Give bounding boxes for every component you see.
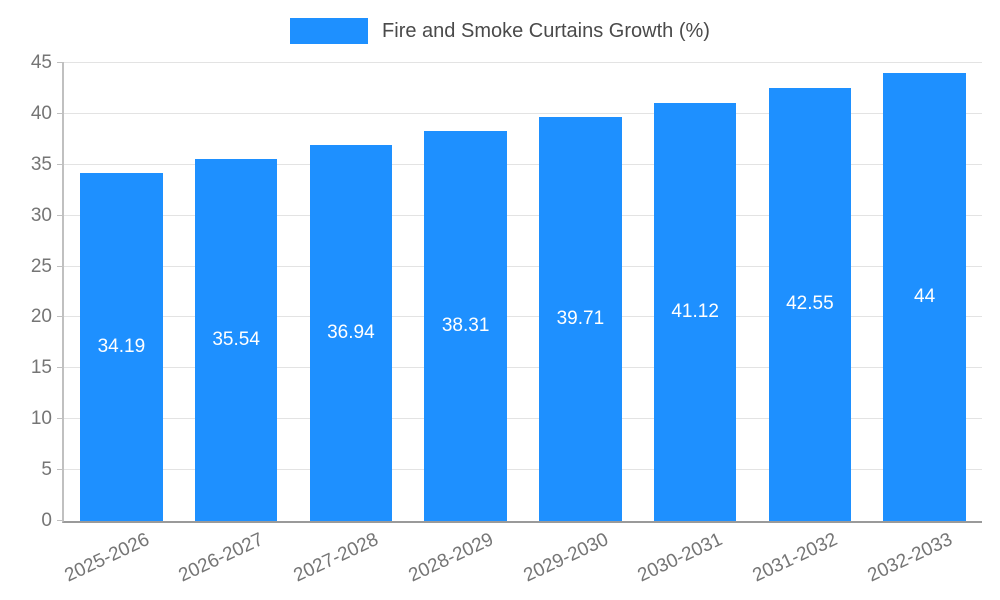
gridline [64, 316, 982, 318]
bar-2025-2026: 34.19 [80, 173, 163, 521]
gridline [64, 469, 982, 471]
y-tick-label: 20 [30, 306, 52, 328]
bar-slot: 44 [867, 63, 982, 521]
gridline [64, 112, 982, 114]
bar-value-label: 39.71 [556, 307, 605, 329]
gridline [64, 367, 982, 369]
y-tick-label: 45 [30, 52, 52, 73]
y-tick-mark [57, 469, 64, 471]
x-tick-label: 2032-2033 [864, 529, 956, 587]
y-tick-label: 15 [30, 357, 52, 379]
gridline [64, 62, 982, 63]
bar-value-label: 34.19 [97, 336, 146, 358]
bar-value-label: 36.94 [327, 322, 375, 344]
plot-area: 0 5 10 15 20 25 30 35 40 45 34.19 35.54 36.94 38.31 3… [31, 52, 982, 586]
x-tick-label: 2030-2031 [634, 529, 726, 587]
gridline [64, 418, 982, 420]
bar-slot: 41.12 [638, 63, 753, 521]
bar-slot: 34.19 [64, 63, 179, 521]
bar-value-label: 35.54 [212, 329, 260, 351]
y-tick-label: 5 [41, 459, 52, 481]
bar-2030-2031: 41.12 [653, 102, 737, 521]
bar-2029-2030: 39.71 [539, 116, 622, 521]
bar-slot: 38.31 [408, 63, 523, 521]
chart-legend[interactable]: Fire and Smoke Curtains Growth (%) [0, 18, 1000, 44]
y-tick-mark [57, 214, 64, 216]
y-tick-mark [57, 112, 64, 114]
bar-2026-2027: 35.54 [194, 159, 278, 521]
bar-2027-2028: 36.94 [309, 145, 393, 521]
y-tick-mark [57, 418, 64, 420]
bar-2028-2029: 38.31 [424, 131, 507, 521]
y-tick-mark [57, 163, 64, 165]
chart-title[interactable]: Fire and Smoke Curtains Growth (%) [382, 19, 710, 42]
gridline [64, 214, 982, 216]
gridline [64, 163, 982, 165]
x-tick-label: 2031-2032 [749, 529, 841, 587]
bar-2032-2033: 44 [883, 73, 966, 521]
x-tick-label: 2028-2029 [405, 529, 497, 587]
y-tick-label: 10 [30, 408, 52, 430]
legend-swatch-icon[interactable] [290, 18, 369, 44]
y-tick-mark [57, 520, 64, 521]
bar-value-label: 42.55 [786, 293, 834, 315]
y-tick-label: 0 [41, 510, 52, 531]
bar-value-label: 44 [914, 286, 936, 308]
y-tick-label: 40 [30, 102, 52, 124]
x-tick-label: 2025-2026 [61, 529, 153, 587]
x-tick-label: 2029-2030 [520, 529, 612, 587]
y-tick-label: 35 [30, 153, 52, 175]
bar-slot: 39.71 [523, 63, 638, 521]
y-tick-label: 25 [30, 255, 52, 277]
bar-slot: 36.94 [294, 63, 409, 521]
y-tick-mark [57, 265, 64, 267]
bar-slot: 35.54 [179, 63, 294, 521]
y-tick-mark [57, 316, 64, 318]
y-tick-label: 30 [30, 204, 52, 226]
bar-2031-2032: 42.55 [768, 87, 852, 521]
gridline [64, 265, 982, 267]
x-tick-label: 2027-2028 [290, 529, 382, 587]
y-tick-mark [57, 367, 64, 369]
bar-value-label: 38.31 [441, 315, 490, 337]
bars-layer: 34.19 35.54 36.94 38.31 39.71 41.12 42.55 44 [64, 63, 982, 521]
bar-value-label: 41.12 [671, 300, 719, 322]
y-tick-mark [57, 62, 64, 63]
bar-slot: 42.55 [753, 63, 868, 521]
x-tick-label: 2026-2027 [175, 529, 267, 587]
